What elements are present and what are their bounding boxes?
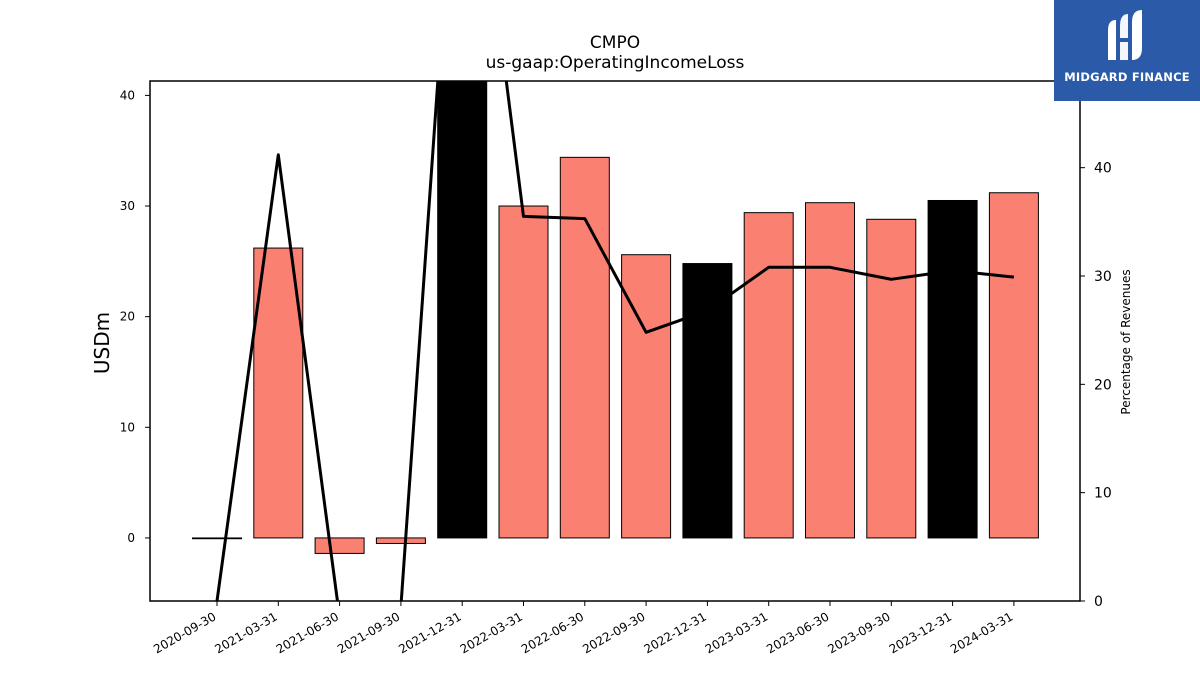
bar-2023-09-30 <box>866 218 917 539</box>
x-tick-label-2023-03-31: 2023-03-31 <box>703 609 770 656</box>
line-group <box>215 81 1015 601</box>
bar-2022-06-30 <box>559 156 610 539</box>
y-axis-label: USDm <box>90 312 114 374</box>
bar-2020-09-30 <box>192 537 242 540</box>
bar-2021-06-30 <box>314 537 365 554</box>
bar-2021-09-30 <box>375 537 426 544</box>
chart-title: CMPO <box>590 33 640 53</box>
x-tick-label-2021-12-31: 2021-12-31 <box>396 609 463 656</box>
x-tick-label-2021-03-31: 2021-03-31 <box>212 609 279 656</box>
y-tick-label-40: 40 <box>120 88 135 102</box>
y-tick-label-30: 30 <box>120 199 135 213</box>
x-tick-label-2022-06-30: 2022-06-30 <box>519 609 586 656</box>
x-tick-label-2022-12-31: 2022-12-31 <box>641 609 708 656</box>
x-axis: 2020-09-302021-03-312021-06-302021-09-30… <box>151 601 1015 656</box>
x-tick-label-2021-06-30: 2021-06-30 <box>274 609 341 656</box>
y-tick-label-20: 20 <box>120 310 135 324</box>
y-right-tick-label-10: 10 <box>1094 486 1112 502</box>
logo-mark-icon <box>1108 10 1142 60</box>
x-tick-label-2021-09-30: 2021-09-30 <box>335 609 402 656</box>
left-axis: 0 10 20 30 40 <box>120 88 150 545</box>
x-tick-label-2024-03-31: 2024-03-31 <box>948 609 1015 656</box>
bar-2022-03-31 <box>498 205 549 539</box>
y-right-tick-label-30: 30 <box>1094 269 1112 285</box>
bar-2021-03-31 <box>253 247 304 539</box>
bar-2023-12-31 <box>927 199 978 539</box>
right-axis: 0 10 20 30 40 <box>1080 161 1112 610</box>
y-axis-label-right: Percentage of Revenues <box>1119 269 1133 414</box>
x-tick-label-2023-12-31: 2023-12-31 <box>887 609 954 656</box>
x-tick-label-2023-09-30: 2023-09-30 <box>825 609 892 656</box>
bar-2023-03-31 <box>743 212 794 539</box>
midgard-finance-logo: MIDGARD FINANCE <box>1054 0 1200 101</box>
plot-frame <box>149 80 1081 602</box>
chart-subtitle: us-gaap:OperatingIncomeLoss <box>486 53 745 73</box>
bar-2022-09-30 <box>621 254 672 539</box>
line-percentage-of-revenues <box>215 81 1015 601</box>
y-tick-label-10: 10 <box>120 420 135 434</box>
bar-2023-06-30 <box>805 202 855 539</box>
bars-group <box>192 81 1039 554</box>
x-tick-label-2022-03-31: 2022-03-31 <box>458 609 525 656</box>
y-right-tick-label-0: 0 <box>1094 594 1103 610</box>
y-right-tick-label-40: 40 <box>1094 161 1112 177</box>
bar-2021-12-31 <box>437 81 488 539</box>
x-tick-label-2020-09-30: 2020-09-30 <box>151 609 218 656</box>
x-tick-label-2023-06-30: 2023-06-30 <box>764 609 831 656</box>
x-tick-label-2022-09-30: 2022-09-30 <box>580 609 647 656</box>
y-right-tick-label-20: 20 <box>1094 377 1112 393</box>
bar-2024-03-31 <box>988 192 1039 539</box>
logo-text: MIDGARD FINANCE <box>1064 70 1190 84</box>
y-tick-label-0: 0 <box>127 531 135 545</box>
bar-2022-12-31 <box>682 263 733 539</box>
